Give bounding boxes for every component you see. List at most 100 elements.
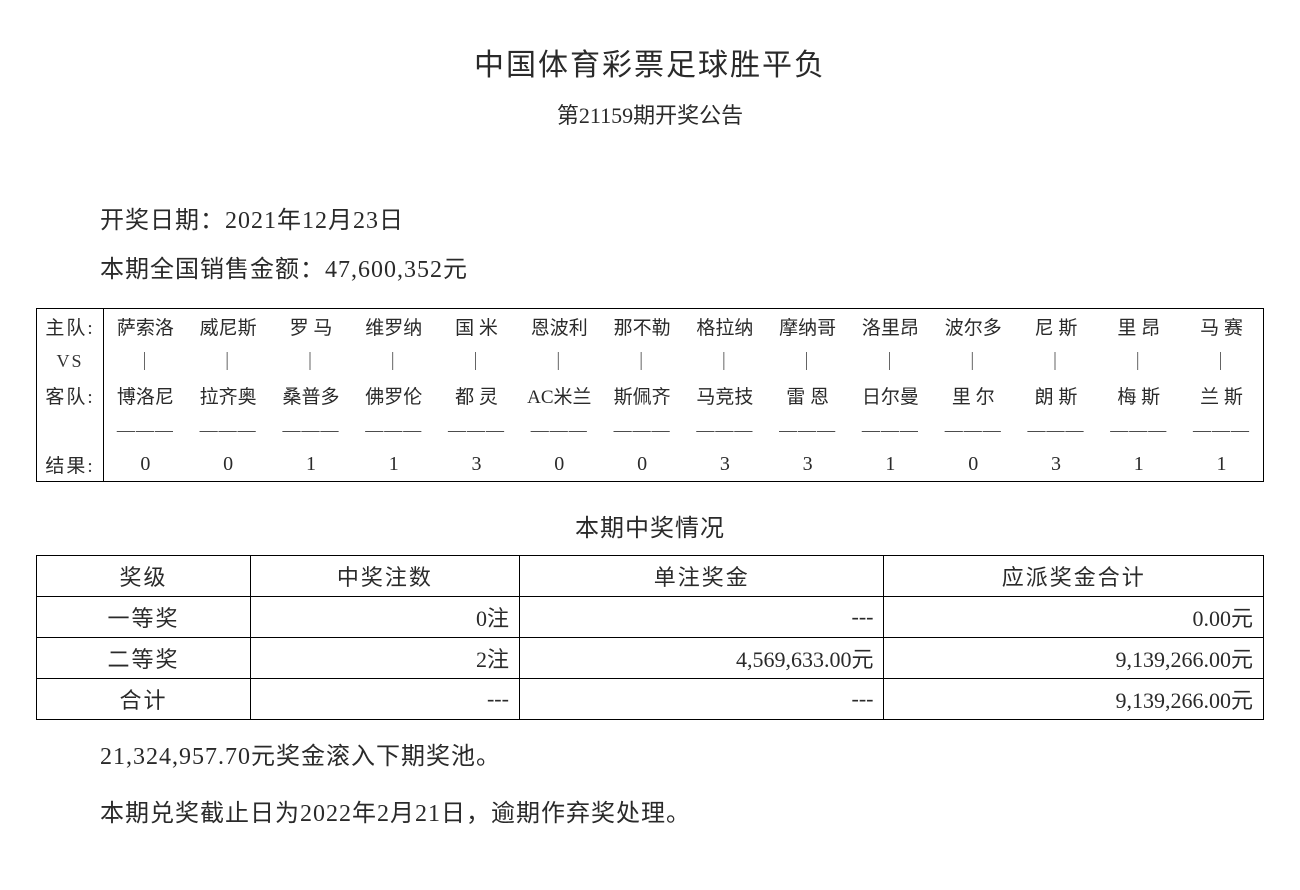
match-vs-cell: ｜ (1180, 344, 1263, 378)
prize-cell-total: 9,139,266.00元 (884, 679, 1264, 720)
match-dash-cell: ——— (104, 416, 187, 445)
prize-cell-level: 合计 (37, 679, 251, 720)
match-away-cell: AC米兰 (518, 378, 601, 413)
match-home-cell: 恩波利 (518, 309, 601, 344)
draw-date-line: 开奖日期：2021年12月23日 (100, 200, 1270, 235)
draw-date-value: 2021年12月23日 (225, 208, 404, 234)
prize-col-count: 中奖注数 (250, 556, 519, 597)
draw-date-label: 开奖日期： (100, 208, 225, 234)
match-vs-cell: ｜ (518, 344, 601, 378)
match-away-cell: 里 尔 (932, 378, 1015, 413)
prize-section-title: 本期中奖情况 (30, 508, 1270, 543)
match-home-cell: 罗 马 (270, 309, 353, 344)
vs-row-label: VS (37, 344, 104, 378)
match-dash-cell: ——— (849, 416, 932, 445)
prize-table: 奖级 中奖注数 单注奖金 应派奖金合计 一等奖0注---0.00元二等奖2注4,… (36, 555, 1264, 720)
match-away-cell: 都 灵 (435, 378, 518, 413)
match-vs-cell: ｜ (683, 344, 766, 378)
match-result-cell: 3 (683, 449, 766, 480)
match-home-cell: 尼 斯 (1015, 309, 1098, 344)
away-row: 客队: 博洛尼拉齐奥桑普多佛罗伦都 灵AC米兰斯佩齐马竞技雷 恩日尔曼里 尔朗 … (37, 378, 1263, 413)
match-home-cell: 国 米 (435, 309, 518, 344)
match-result-cell: 0 (601, 449, 684, 480)
match-home-cell: 萨索洛 (104, 309, 187, 344)
prize-cell-per: 4,569,633.00元 (519, 638, 884, 679)
page-subtitle: 第21159期开奖公告 (30, 98, 1270, 130)
match-away-cell: 雷 恩 (766, 378, 849, 413)
prize-row: 二等奖2注4,569,633.00元9,139,266.00元 (37, 638, 1264, 679)
match-dash-cell: ——— (435, 416, 518, 445)
sales-label: 本期全国销售金额： (100, 257, 325, 283)
prize-header-row: 奖级 中奖注数 单注奖金 应派奖金合计 (37, 556, 1264, 597)
match-away-cell: 日尔曼 (849, 378, 932, 413)
match-away-cell: 博洛尼 (104, 378, 187, 413)
match-result-cell: 1 (352, 449, 435, 480)
prize-col-per: 单注奖金 (519, 556, 884, 597)
home-row: 主队: 萨索洛威尼斯罗 马维罗纳国 米恩波利那不勒格拉纳摩纳哥洛里昂波尔多尼 斯… (37, 309, 1263, 344)
match-result-cell: 3 (1015, 449, 1098, 480)
matches-table: 主队: 萨索洛威尼斯罗 马维罗纳国 米恩波利那不勒格拉纳摩纳哥洛里昂波尔多尼 斯… (36, 308, 1264, 482)
match-away-cell: 马竞技 (683, 378, 766, 413)
prize-cell-per: --- (519, 597, 884, 638)
match-away-cell: 佛罗伦 (352, 378, 435, 413)
match-dash-cell: ——— (1180, 416, 1263, 445)
match-dash-cell: ——— (683, 416, 766, 445)
result-row-label: 结果: (37, 447, 104, 481)
match-away-cell: 朗 斯 (1015, 378, 1098, 413)
match-away-cell: 拉齐奥 (187, 378, 270, 413)
match-result-cell: 0 (187, 449, 270, 480)
match-dash-cell: ——— (601, 416, 684, 445)
match-home-cell: 里 昂 (1097, 309, 1180, 344)
prize-row: 合计------9,139,266.00元 (37, 679, 1264, 720)
match-away-cell: 兰 斯 (1180, 378, 1263, 413)
deadline-line: 本期兑奖截止日为2022年2月21日，逾期作弃奖处理。 (100, 793, 1270, 828)
match-dash-cell: ——— (766, 416, 849, 445)
away-row-label: 客队: (37, 378, 104, 413)
match-result-cell: 1 (1180, 449, 1263, 480)
match-result-cell: 1 (849, 449, 932, 480)
match-vs-cell: ｜ (1097, 344, 1180, 378)
match-dash-cell: ——— (518, 416, 601, 445)
dash-row: ————————————————————————————————————————… (37, 413, 1263, 447)
match-home-cell: 洛里昂 (849, 309, 932, 344)
match-result-cell: 0 (104, 449, 187, 480)
match-vs-cell: ｜ (1015, 344, 1098, 378)
prize-cell-count: 0注 (250, 597, 519, 638)
match-dash-cell: ——— (1097, 416, 1180, 445)
match-vs-cell: ｜ (104, 344, 187, 378)
match-away-cell: 斯佩齐 (601, 378, 684, 413)
prize-cell-level: 二等奖 (37, 638, 251, 679)
match-vs-cell: ｜ (849, 344, 932, 378)
page-title: 中国体育彩票足球胜平负 (30, 40, 1270, 84)
match-vs-cell: ｜ (352, 344, 435, 378)
match-away-cell: 桑普多 (270, 378, 353, 413)
match-home-cell: 威尼斯 (187, 309, 270, 344)
prize-cell-total: 9,139,266.00元 (884, 638, 1264, 679)
match-home-cell: 摩纳哥 (766, 309, 849, 344)
match-vs-cell: ｜ (187, 344, 270, 378)
match-vs-cell: ｜ (601, 344, 684, 378)
match-dash-cell: ——— (270, 416, 353, 445)
prize-cell-total: 0.00元 (884, 597, 1264, 638)
sales-value: 47,600,352元 (325, 257, 468, 283)
prize-cell-count: --- (250, 679, 519, 720)
match-result-cell: 3 (766, 449, 849, 480)
match-result-cell: 3 (435, 449, 518, 480)
result-row: 结果: 00113003310311 (37, 447, 1263, 481)
prize-cell-per: --- (519, 679, 884, 720)
vs-row: VS ｜｜｜｜｜｜｜｜｜｜｜｜｜｜ (37, 344, 1263, 378)
match-vs-cell: ｜ (932, 344, 1015, 378)
match-result-cell: 1 (270, 449, 353, 480)
prize-col-total: 应派奖金合计 (884, 556, 1264, 597)
prize-row: 一等奖0注---0.00元 (37, 597, 1264, 638)
match-dash-cell: ——— (187, 416, 270, 445)
match-home-cell: 波尔多 (932, 309, 1015, 344)
match-vs-cell: ｜ (435, 344, 518, 378)
rollover-line: 21,324,957.70元奖金滚入下期奖池。 (100, 736, 1270, 771)
match-result-cell: 0 (932, 449, 1015, 480)
match-dash-cell: ——— (1015, 416, 1098, 445)
prize-cell-count: 2注 (250, 638, 519, 679)
match-dash-cell: ——— (352, 416, 435, 445)
match-result-cell: 0 (518, 449, 601, 480)
match-home-cell: 格拉纳 (683, 309, 766, 344)
